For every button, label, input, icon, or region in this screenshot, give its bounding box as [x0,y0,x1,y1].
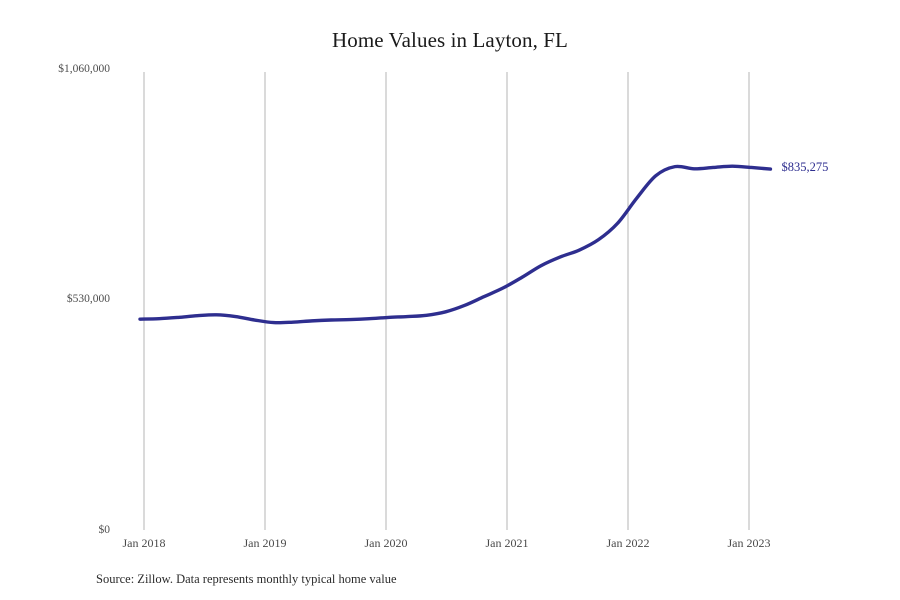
gridlines [143,72,750,530]
x-tick-label-jan-2019: Jan 2019 [243,536,287,550]
chart-title: Home Values in Layton, FL [331,28,568,52]
y-tick-label-bottom: $0 [98,524,111,536]
x-tick-label-jan-2023: Jan 2023 [727,536,771,550]
series-line-typical-home-value [138,164,773,325]
x-tick-label-jan-2020: Jan 2020 [364,536,408,550]
y-tick-label-mid: $530,000 [66,293,110,305]
y-tick-label-top: $1,060,000 [58,63,110,75]
source-note: Source: Zillow. Data represents monthly … [96,572,397,586]
x-tick-label-jan-2018: Jan 2018 [122,536,166,550]
end-value-annotation: $835,275 [781,160,829,175]
x-tick-label-jan-2021: Jan 2021 [485,536,529,550]
x-tick-label-jan-2022: Jan 2022 [606,536,650,550]
